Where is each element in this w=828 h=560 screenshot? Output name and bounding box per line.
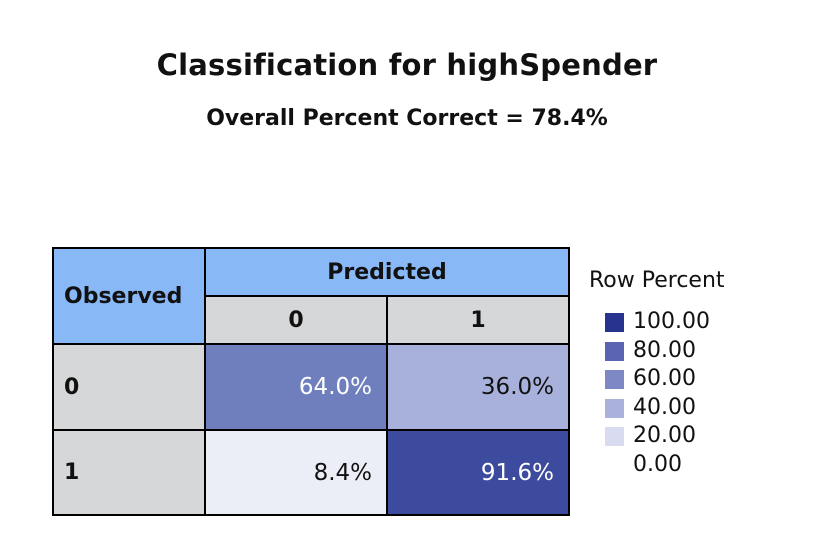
legend-label: 60.00	[633, 366, 696, 391]
predicted-header: Predicted	[206, 249, 568, 295]
legend-swatch	[605, 341, 624, 361]
legend-swatch	[605, 398, 624, 418]
chart-title: Classification for highSpender	[156, 48, 658, 82]
legend-title: Row Percent	[589, 268, 725, 293]
legend-label: 40.00	[633, 394, 696, 420]
chart-subtitle: Overall Percent Correct = 78.4%	[206, 106, 608, 131]
legend-swatch	[605, 427, 624, 446]
predicted-col-1-header: 1	[388, 297, 568, 343]
legend-label: 80.00	[633, 337, 696, 363]
cell-0-1: 36.0%	[388, 345, 568, 429]
legend-label: 100.00	[633, 309, 710, 334]
legend-swatch	[605, 370, 624, 389]
observed-row-1-label: 1	[54, 431, 204, 514]
legend-swatch	[605, 313, 624, 332]
predicted-col-0-header: 0	[206, 297, 386, 343]
classification-table: Observed Predicted 0 1 0 64.0% 36.0% 1 8…	[52, 247, 570, 516]
cell-1-1: 91.6%	[388, 431, 568, 514]
legend-label: 0.00	[633, 451, 682, 477]
cell-1-0: 8.4%	[206, 431, 386, 514]
observed-row-0-label: 0	[54, 345, 204, 429]
cell-0-0: 64.0%	[206, 345, 386, 429]
observed-header: Observed	[54, 249, 204, 343]
legend-label: 20.00	[633, 423, 696, 448]
